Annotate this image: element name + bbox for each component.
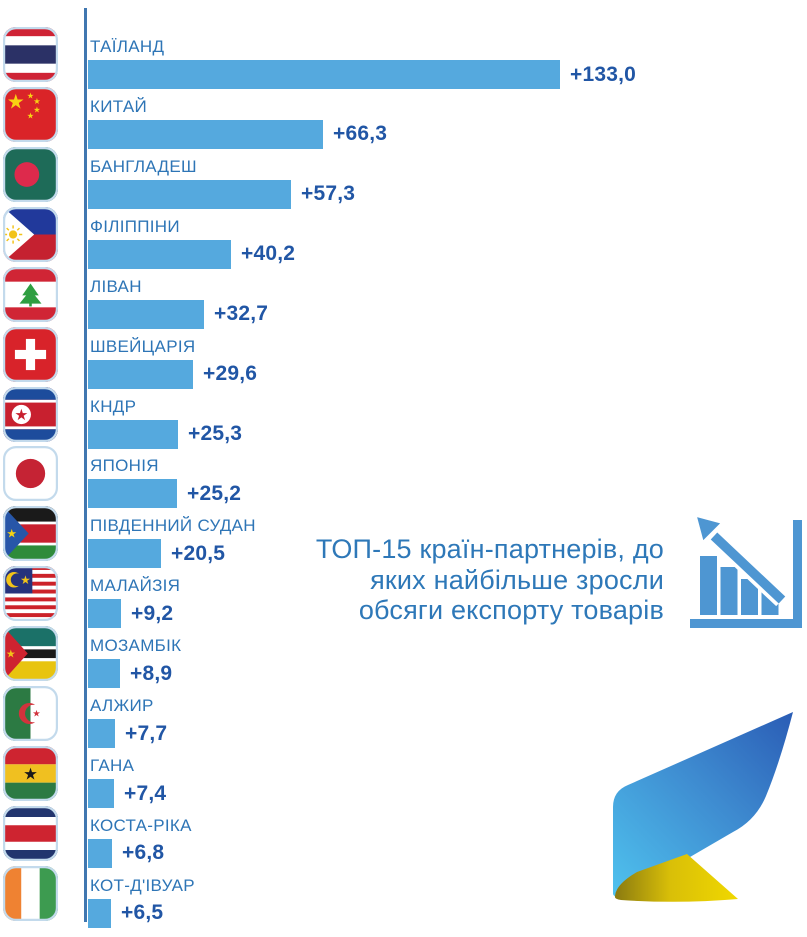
- chart-title-line-3: обсяги експорту товарів: [358, 595, 664, 625]
- country-row: КОСТА-РІКА +6,8: [0, 805, 807, 873]
- country-label: МАЛАЙЗІЯ: [90, 576, 181, 596]
- flag-costa-rica-icon: [3, 805, 58, 861]
- ukraine-wing-logo: [607, 708, 801, 908]
- chart-title-line-1: ТОП-15 країн-партнерів, до: [315, 534, 664, 564]
- chart-title: ТОП-15 країн-партнерів, до яких найбільш…: [316, 534, 664, 626]
- country-row: ★ ★ ★ ★ ★ КИТАЙ +66,3: [0, 86, 807, 154]
- export-growth-bar: [88, 838, 112, 868]
- export-growth-bar: [88, 779, 114, 809]
- flag-cote-divoire-icon: [3, 865, 58, 921]
- country-row: ★ АЛЖИР +7,7: [0, 686, 807, 753]
- value-label: +9,2: [131, 601, 174, 625]
- flag-mozambique-icon: ★: [3, 626, 58, 682]
- value-label: +6,5: [121, 901, 164, 925]
- export-growth-bar: [88, 60, 560, 89]
- export-growth-bar: [88, 898, 111, 928]
- export-growth-bar: [88, 299, 204, 329]
- export-growth-bar: [88, 119, 323, 149]
- country-row: ★ КНДР +25,3: [0, 386, 807, 454]
- value-label: +32,7: [214, 302, 269, 326]
- value-label: +25,3: [188, 422, 243, 446]
- country-label: ПІВДЕННИЙ СУДАН: [90, 516, 256, 536]
- export-growth-bar: [88, 239, 231, 269]
- export-growth-bar: [88, 179, 291, 209]
- value-label: +20,5: [171, 541, 226, 565]
- country-row: ТАЇЛАНД +133,0: [0, 27, 807, 94]
- value-label: +8,9: [130, 661, 173, 685]
- svg-text:★: ★: [6, 527, 17, 541]
- country-row: КОТ-Д'ІВУАР +6,5: [0, 865, 807, 933]
- export-growth-bar: [88, 719, 115, 749]
- svg-text:★: ★: [33, 96, 40, 106]
- flag-philippines-icon: [3, 206, 58, 262]
- value-label: +40,2: [241, 242, 296, 266]
- flag-north-korea-icon: ★: [3, 386, 58, 442]
- country-label: КОТ-Д'ІВУАР: [90, 875, 195, 895]
- chart-axis-line: [84, 8, 87, 922]
- export-growth-bar: [88, 359, 193, 389]
- country-label: КОСТА-РІКА: [90, 815, 192, 835]
- country-row: ФІЛІППІНИ +40,2: [0, 206, 807, 274]
- country-row: ★ МОЗАМБІК +8,9: [0, 626, 807, 693]
- country-row: БАНГЛАДЕШ +57,3: [0, 146, 807, 214]
- flag-japan-icon: [3, 446, 58, 502]
- svg-text:★: ★: [14, 405, 28, 423]
- value-label: +25,2: [187, 481, 242, 505]
- svg-text:★: ★: [6, 648, 16, 661]
- country-row: ЛІВАН +32,7: [0, 266, 807, 334]
- flag-malaysia-icon: ★: [3, 566, 58, 622]
- value-label: +133,0: [570, 62, 637, 86]
- flag-bangladesh-icon: [3, 146, 58, 202]
- value-label: +29,6: [203, 362, 258, 386]
- value-label: +66,3: [333, 122, 388, 146]
- country-label: МОЗАМБІК: [90, 636, 182, 656]
- svg-text:★: ★: [33, 104, 40, 114]
- chart-title-line-2: яких найбільше зросли: [370, 564, 664, 595]
- value-label: +7,7: [125, 721, 168, 745]
- country-row: ЯПОНІЯ +25,2: [0, 446, 807, 513]
- country-row: ★ ГАНА +7,4: [0, 746, 807, 813]
- svg-text:★: ★: [27, 90, 34, 100]
- value-label: +7,4: [124, 781, 167, 805]
- value-label: +6,8: [122, 841, 165, 865]
- flag-south-sudan-icon: ★: [3, 506, 58, 562]
- export-growth-bar: [88, 599, 121, 629]
- svg-text:★: ★: [27, 110, 34, 120]
- svg-text:★: ★: [20, 573, 31, 587]
- country-label: ГАНА: [90, 756, 135, 776]
- flag-thailand-icon: [3, 27, 58, 82]
- growth-chart-icon: [690, 512, 802, 628]
- svg-text:★: ★: [23, 765, 38, 784]
- export-growth-bar: [88, 479, 177, 509]
- flag-algeria-icon: ★: [3, 686, 58, 742]
- country-label: БАНГЛАДЕШ: [90, 156, 197, 176]
- country-label: ТАЇЛАНД: [90, 37, 165, 56]
- export-growth-bar: [88, 659, 120, 689]
- country-label: ЯПОНІЯ: [90, 456, 159, 476]
- flag-switzerland-icon: [3, 326, 58, 382]
- value-label: +57,3: [301, 182, 356, 206]
- country-label: ЛІВАН: [90, 276, 142, 296]
- flag-lebanon-icon: [3, 266, 58, 322]
- country-row: ★ ПІВДЕННИЙ СУДАН +20,5: [0, 506, 807, 573]
- country-row: ШВЕЙЦАРІЯ +29,6: [0, 326, 807, 394]
- svg-text:★: ★: [7, 90, 25, 114]
- country-label: ШВЕЙЦАРІЯ: [90, 336, 196, 356]
- export-growth-bar: [88, 539, 161, 569]
- bar-chart: ТАЇЛАНД +133,0 ★ ★ ★ ★ ★ КИТАЙ +66,3 БАНГЛАД…: [0, 27, 807, 933]
- flag-ghana-icon: ★: [3, 746, 58, 802]
- country-label: КНДР: [90, 396, 137, 416]
- country-label: АЛЖИР: [90, 696, 154, 716]
- svg-text:★: ★: [32, 709, 40, 720]
- flag-china-icon: ★ ★ ★ ★ ★: [3, 86, 58, 142]
- country-label: КИТАЙ: [90, 96, 147, 116]
- export-growth-bar: [88, 419, 178, 449]
- country-row: ★ МАЛАЙЗІЯ +9,2: [0, 566, 807, 633]
- country-label: ФІЛІППІНИ: [90, 216, 180, 236]
